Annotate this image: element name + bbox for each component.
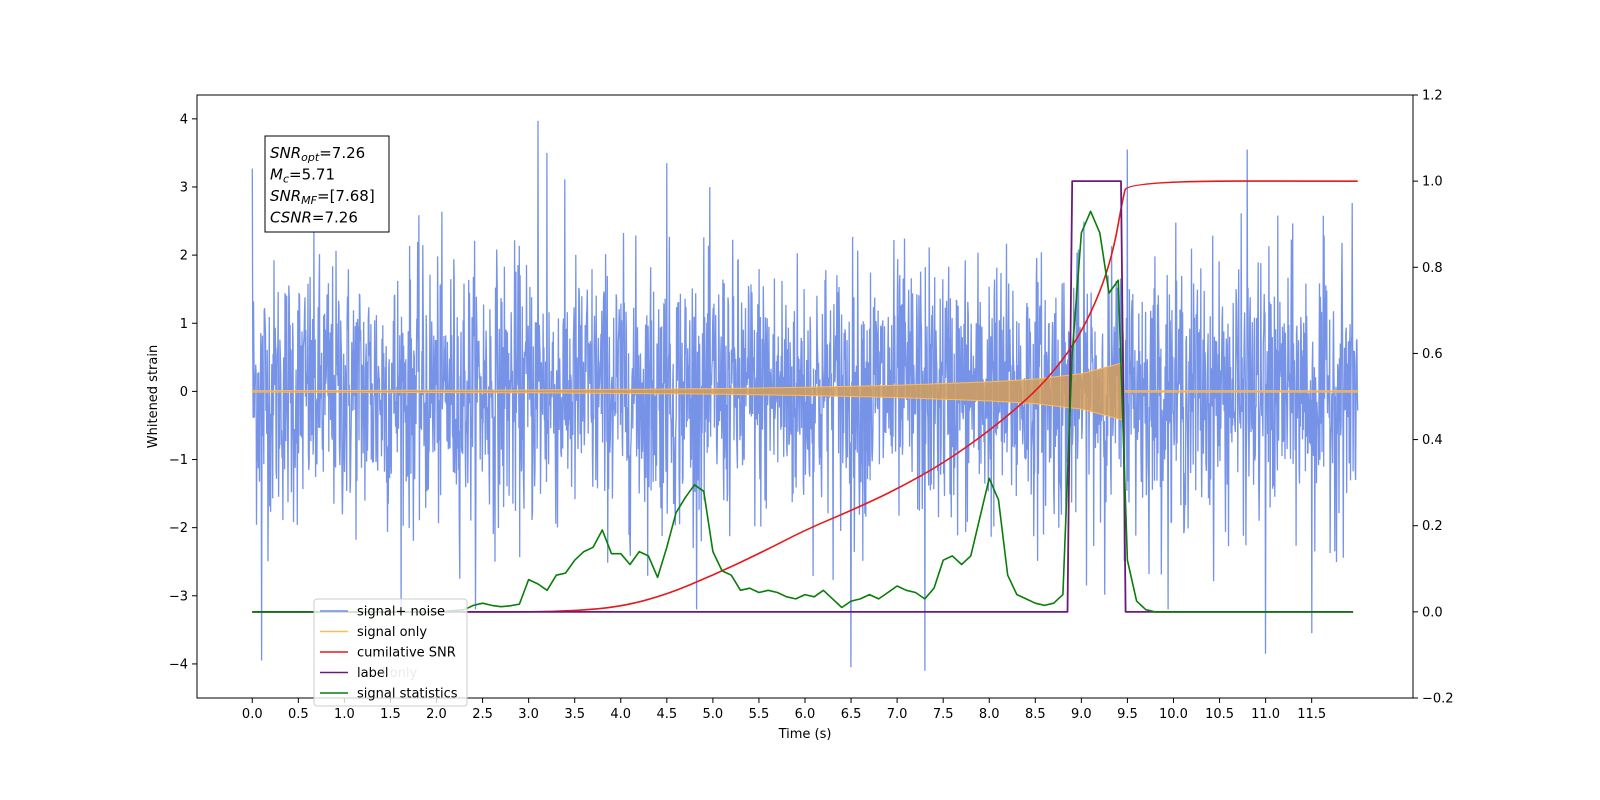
series-signal-only-band [251,362,1359,421]
y-tick-label: 1 [180,317,188,332]
x-tick-label: 9.5 [1117,707,1138,722]
x-tick-label: 2.0 [426,707,447,722]
y2-tick-label: 1.2 [1422,89,1443,104]
x-tick-label: 8.5 [1025,707,1046,722]
x-tick-label: 0.0 [242,707,263,722]
y-tick-label: −1 [169,453,188,468]
y-tick-label: −4 [169,657,188,672]
x-tick-label: 11.5 [1297,707,1326,722]
x-tick-label: 4.5 [656,707,677,722]
y-tick-label: −3 [169,589,188,604]
y2-tick-label: 0.6 [1422,347,1443,362]
series-signal-noise-line [251,120,1359,671]
annotation-line: SNRopt=7.26 [270,144,365,164]
x-tick-label: 10.0 [1159,707,1188,722]
x-tick-label: 6.5 [841,707,862,722]
x-tick-label: 2.5 [472,707,493,722]
legend-overlap-text: l only [382,666,418,681]
legend-frame [313,598,468,707]
x-tick-label: 3.5 [564,707,585,722]
x-tick-label: 7.5 [933,707,954,722]
x-tick-label: 11.0 [1251,707,1280,722]
y-tick-label: 3 [180,180,188,195]
x-tick-label: 8.0 [979,707,1000,722]
y-tick-label: 2 [180,249,188,264]
y-tick-label: 0 [180,385,188,400]
x-tick-label: 4.0 [610,707,631,722]
y2-tick-label: 0.4 [1422,433,1443,448]
y-axis-label: Whitened strain [146,345,161,448]
y2-tick-label: −0.2 [1422,692,1454,707]
y-tick-label: 4 [180,112,188,127]
x-tick-label: 3.0 [518,707,539,722]
y2-tick-label: 0.8 [1422,261,1443,276]
x-axis-label: Time (s) [778,727,832,742]
x-tick-label: 10.5 [1205,707,1234,722]
x-tick-label: 1.5 [380,707,401,722]
annotation-line: CSNR=7.26 [270,209,358,227]
series-signal-statistics-line [252,210,1354,613]
legend-entry-label: signal statistics [357,687,458,702]
x-tick-label: 5.5 [749,707,770,722]
plot-area [251,120,1359,671]
annotation-line: Mc=5.71 [270,166,335,186]
legend: signal+ noise signal only cumilative SNR la… [313,598,468,707]
y2-tick-label: 1.0 [1422,175,1443,190]
x-tick-label: 1.0 [334,707,355,722]
annotation-frame [264,135,390,233]
annotation-line: SNRMF=[7.68] [270,187,375,207]
x-tick-label: 9.0 [1071,707,1092,722]
x-tick-label: 7.0 [887,707,908,722]
x-tick-label: 0.5 [288,707,309,722]
x-tick-label: 5.0 [703,707,724,722]
legend-entry-label: label [357,666,388,681]
y2-tick-label: 0.0 [1422,605,1443,620]
x-tick-label: 6.0 [795,707,816,722]
y-tick-label: −2 [169,521,188,536]
legend-entry-label: cumilative SNR [357,646,456,661]
legend-entry-label: signal only [357,625,427,640]
y2-tick-label: 0.2 [1422,519,1443,534]
legend-entry-label: signal+ noise [357,605,445,620]
axis-ticks: 0.0 0.5 1.0 1.5 2.0 2.5 3.0 3.5 4.0 4.5 5.0 5.5 6.0 6… [169,89,1454,723]
